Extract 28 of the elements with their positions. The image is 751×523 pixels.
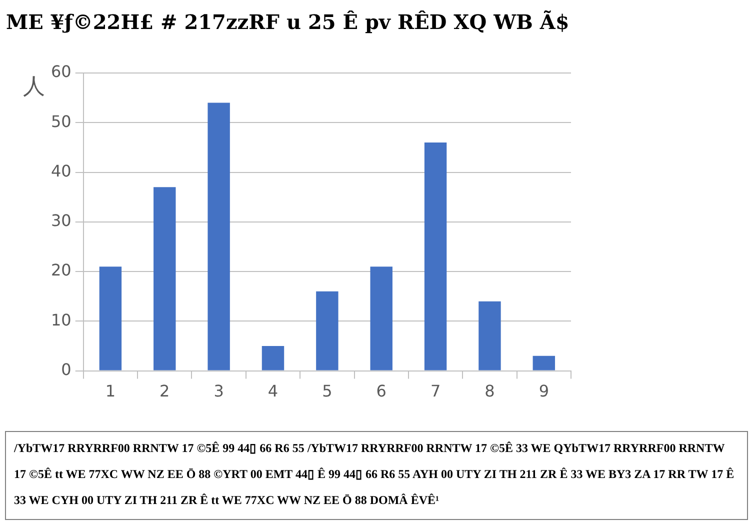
- x-tick-label: 4: [268, 382, 278, 401]
- bar: [316, 291, 338, 370]
- x-tick-label: 8: [484, 382, 495, 401]
- x-tick-label: 5: [322, 382, 332, 401]
- x-tick-label: 6: [376, 382, 386, 401]
- bar: [532, 356, 556, 370]
- x-tick-label: 2: [160, 382, 170, 401]
- y-tick-label: 60: [51, 62, 72, 82]
- x-tick-label: 1: [105, 382, 116, 401]
- bar: [262, 346, 284, 370]
- x-tick-label: 7: [430, 382, 441, 401]
- bar: [154, 187, 176, 370]
- text: /YbTW17 RRYRRF00 RRNTW 17 ©5Ê 99 44▯ 66 R6 55 /YbTW17 RRYRRF00 RRNTW 17 ©5Ê 33 WE QYbTW17 RRYRRF00 RRNTW 17 ©5Ê tt WE 77XC WW NZ EE Ō 88 ©YRT 00 EMT 44▯ Ê 99 44▯ 66 R6 55 AYH 00 UTY ZI TH 211 ZR Ê 33 WE BY3 ZA 17 RR TW 17 Ê 33 WE CYH 00 UTY ZI TH 211 ZR Ê tt WE 77XC WW NZ EE Ō 88 DOMÂ ÊVÊ¹: [14, 440, 736, 509]
- bar: [424, 142, 447, 370]
- y-axis-title: 人: [23, 74, 45, 100]
- bar: [478, 301, 501, 370]
- y-tick-label: 10: [51, 310, 72, 330]
- bar: [370, 266, 392, 370]
- bar: [99, 266, 122, 370]
- x-tick-label: 3: [214, 382, 224, 401]
- y-tick-label: 30: [51, 211, 72, 230]
- y-tick-label: 40: [51, 161, 72, 180]
- x-tick-label: 9: [538, 382, 550, 401]
- bar: [208, 102, 230, 370]
- y-tick-label: 0: [61, 360, 72, 379]
- y-tick-label: 20: [51, 260, 72, 280]
- y-tick-label: 50: [51, 112, 72, 131]
- chart-title: ME ¥ƒ©22H£ # 217zzRF u 25 Ê pv RÊD XQ WB Ã$: [6, 10, 570, 36]
